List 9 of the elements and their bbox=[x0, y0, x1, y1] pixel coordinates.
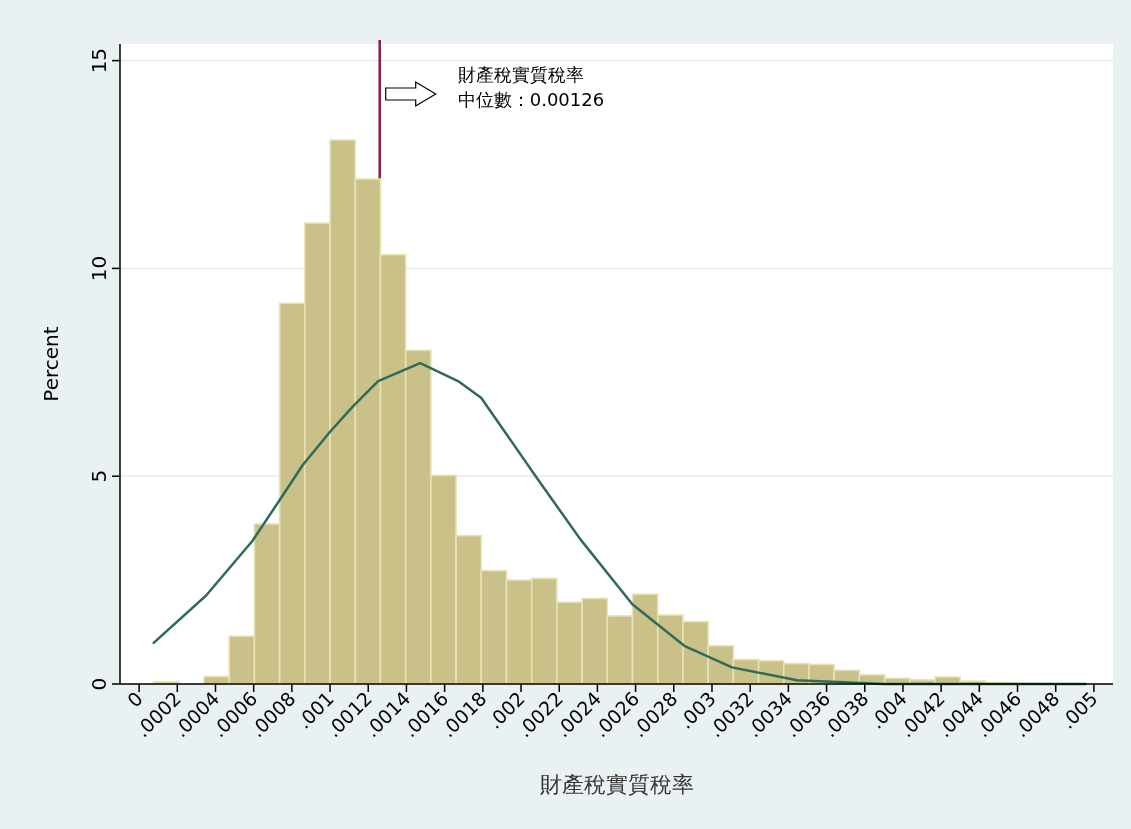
annotation: 財產稅實質稅率 bbox=[457, 64, 584, 85]
y-tick-label: 0 bbox=[87, 677, 111, 691]
x-axis-title: 財產稅實質稅率 bbox=[539, 772, 694, 797]
x-tick-label: 0 bbox=[122, 687, 147, 712]
y-tick-label: 10 bbox=[87, 255, 111, 282]
y-axis-title: Percent bbox=[39, 326, 63, 402]
annotation: 中位數：0.00126 bbox=[457, 89, 605, 110]
y-tick-label: 15 bbox=[87, 47, 111, 74]
y-tick-label: 5 bbox=[87, 469, 111, 483]
